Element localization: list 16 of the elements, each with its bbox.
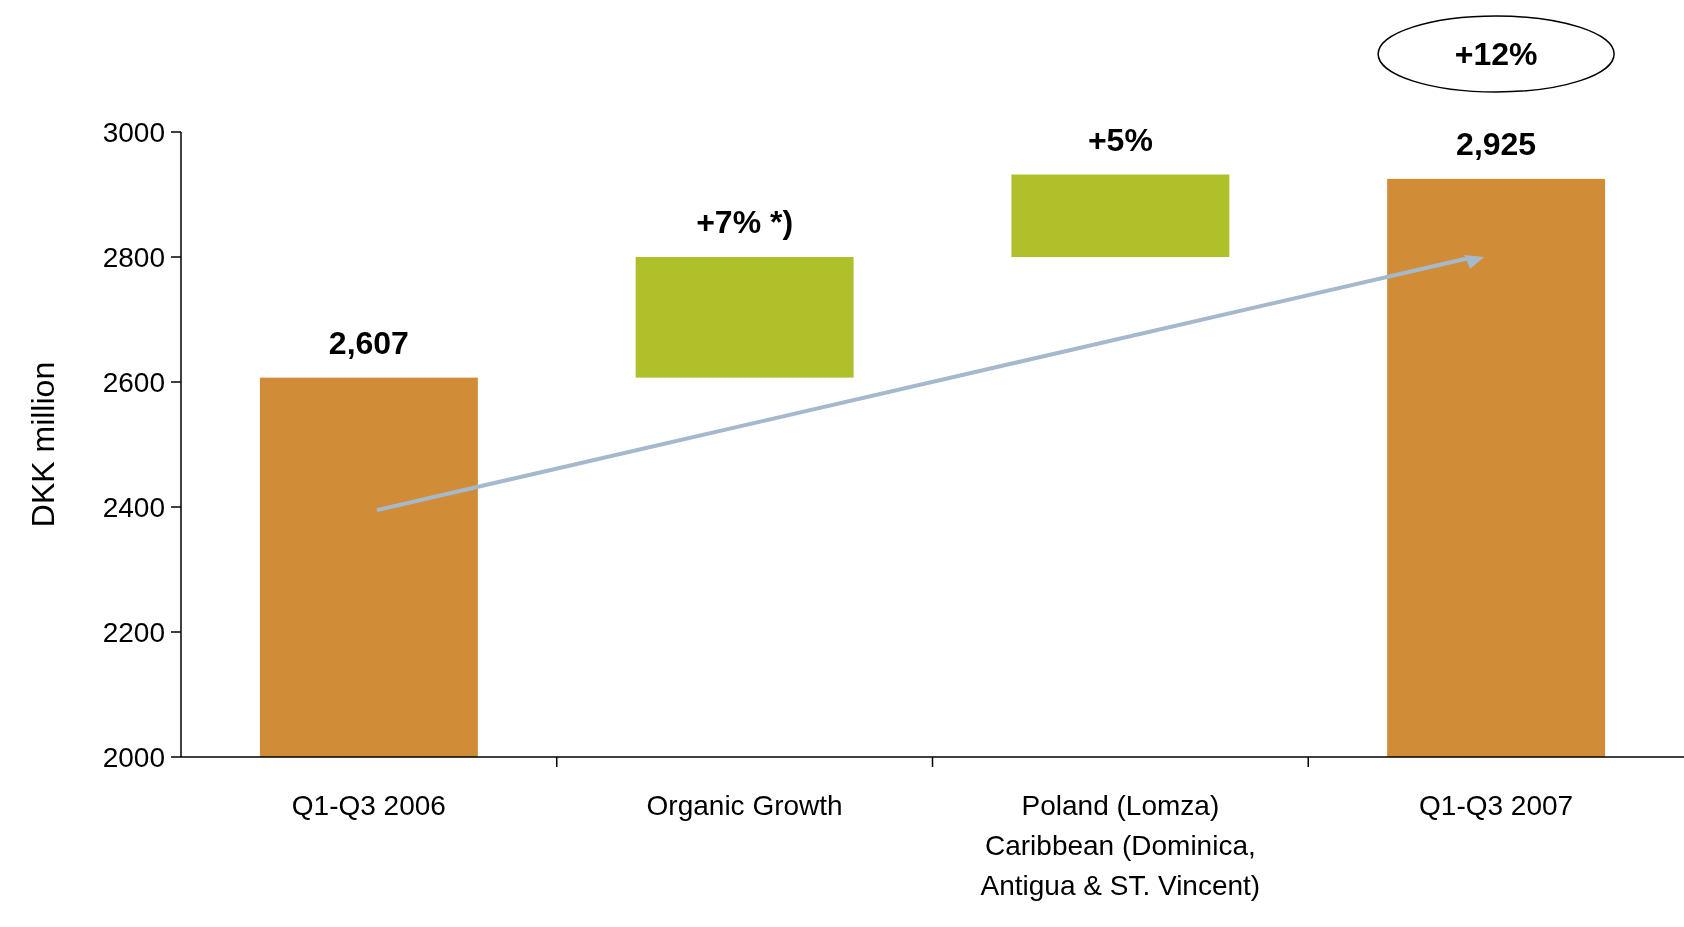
- y-tick-label: 2000: [102, 741, 165, 773]
- annotation: +7% *): [696, 204, 794, 240]
- x-tick-label: Poland (Lomza) Caribbean (Dominica, Antigua & ST. Vincent): [980, 790, 1261, 901]
- y-tick-label: 2200: [102, 616, 165, 648]
- data-label: 2,925: [1456, 125, 1537, 162]
- annotation: +5%: [1087, 121, 1153, 158]
- text: +12%: [1454, 36, 1538, 73]
- x-tick-label: Organic Growth: [646, 790, 843, 821]
- y-axis-title: DKK million: [25, 361, 61, 528]
- y-tick-label: 2600: [102, 366, 165, 398]
- y-tick-label: 3000: [102, 116, 165, 148]
- x-tick-label: Q1-Q3 2006: [291, 790, 446, 821]
- x-tick-label: Q1-Q3 2007: [1419, 790, 1574, 821]
- y-tick-label: 2800: [102, 241, 165, 273]
- data-label: 2,607: [328, 324, 409, 361]
- y-tick-label: 2400: [102, 491, 165, 523]
